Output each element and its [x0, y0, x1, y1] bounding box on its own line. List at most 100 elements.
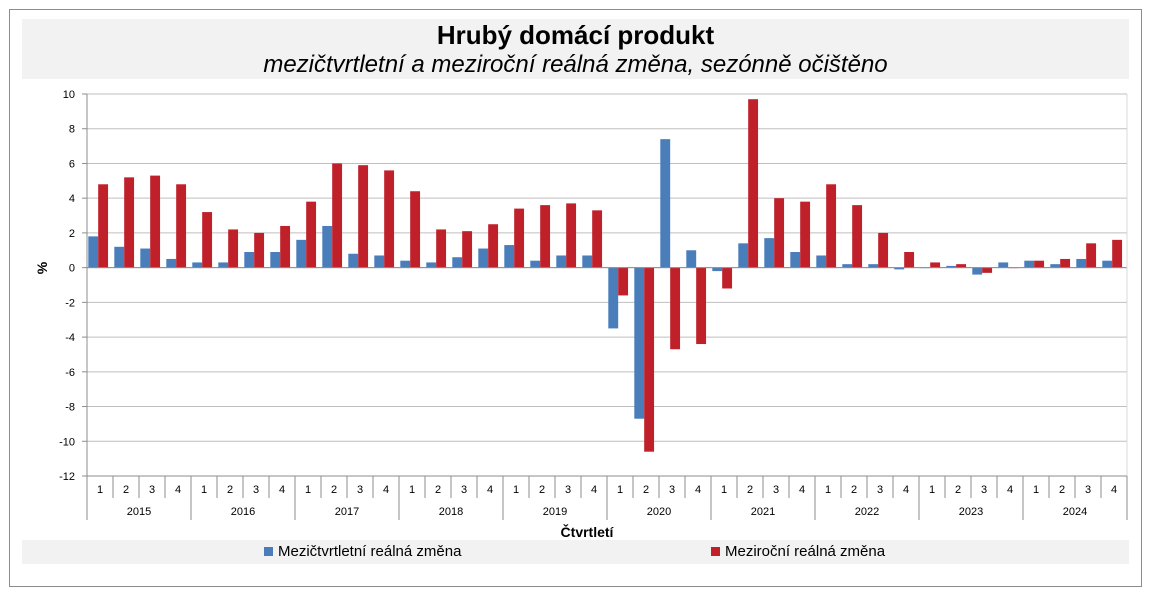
quarter-label: 2 — [851, 484, 857, 496]
bar-qoq — [946, 265, 957, 268]
quarter-label: 4 — [799, 484, 805, 496]
chart-subtitle: mezičtvrtletní a meziroční reálná změna,… — [263, 51, 888, 78]
bar-qoq — [608, 267, 619, 329]
y-tick-label: -8 — [65, 402, 75, 414]
year-label: 2015 — [127, 506, 151, 518]
bar-qoq — [322, 225, 333, 268]
bar-yoy — [826, 184, 837, 268]
bar-qoq — [192, 262, 203, 268]
bar-qoq — [348, 253, 359, 268]
bar-qoq — [400, 260, 411, 268]
bar-yoy — [592, 210, 603, 268]
quarter-label: 1 — [409, 484, 415, 496]
year-label: 2023 — [959, 506, 983, 518]
legend-item-yoy: Meziroční reálná změna — [711, 543, 885, 560]
bar-qoq — [634, 267, 645, 419]
bar-yoy — [332, 163, 343, 268]
bar-qoq — [972, 267, 983, 275]
bar-qoq — [374, 255, 385, 268]
quarter-label: 2 — [435, 484, 441, 496]
bar-yoy — [1086, 243, 1097, 268]
bar-yoy — [410, 191, 421, 268]
quarter-label: 4 — [487, 484, 493, 496]
quarter-label: 2 — [955, 484, 961, 496]
year-label: 2019 — [543, 506, 567, 518]
quarter-label: 3 — [565, 484, 571, 496]
quarter-label: 2 — [643, 484, 649, 496]
quarter-label: 2 — [1059, 484, 1065, 496]
bar-qoq — [686, 250, 697, 268]
bar-yoy — [176, 184, 187, 268]
chart-frame — [9, 9, 1142, 587]
bar-yoy — [722, 267, 733, 289]
bar-yoy — [696, 267, 707, 345]
bar-qoq — [1076, 258, 1087, 268]
quarter-label: 3 — [1085, 484, 1091, 496]
bar-qoq — [88, 236, 99, 268]
quarter-label: 1 — [1033, 484, 1039, 496]
quarter-label: 3 — [461, 484, 467, 496]
bar-yoy — [566, 203, 577, 268]
bar-qoq — [478, 248, 489, 268]
quarter-label: 4 — [591, 484, 597, 496]
y-axis-label: % — [34, 261, 50, 274]
legend-label-qoq: Mezičtvrtletní reálná změna — [278, 543, 462, 560]
quarter-label: 4 — [1111, 484, 1117, 496]
quarter-label: 3 — [357, 484, 363, 496]
y-tick-labels: 10 8 6 4 2 0 -2 -4 -6 -8 -10 -12 — [59, 89, 75, 483]
bar-qoq — [114, 246, 125, 268]
quarter-label: 1 — [617, 484, 623, 496]
quarter-label: 2 — [227, 484, 233, 496]
bar-yoy — [930, 262, 941, 268]
quarter-label: 2 — [747, 484, 753, 496]
chart-title: Hrubý domácí produkt — [436, 20, 715, 50]
bar-yoy — [280, 225, 291, 268]
quarter-label: 1 — [201, 484, 207, 496]
x-axis-label: Čtvrtletí — [561, 523, 615, 540]
bar-yoy — [254, 232, 265, 268]
bar-qoq — [530, 260, 541, 268]
bar-yoy — [748, 99, 759, 268]
bar-qoq — [504, 245, 515, 268]
quarter-label: 3 — [773, 484, 779, 496]
gridlines — [87, 93, 1127, 477]
quarter-label: 1 — [929, 484, 935, 496]
bar-qoq — [452, 257, 463, 268]
bar-yoy — [488, 224, 499, 268]
bar-yoy — [384, 170, 395, 268]
bar-yoy — [774, 198, 785, 268]
y-tick-label: 2 — [69, 228, 75, 240]
legend-swatch-yoy — [711, 547, 720, 556]
year-label: 2016 — [231, 506, 255, 518]
quarter-label: 3 — [877, 484, 883, 496]
y-tick-label: 0 — [69, 263, 75, 275]
bar-yoy — [358, 165, 369, 268]
legend-label-yoy: Meziroční reálná změna — [725, 543, 886, 560]
bar-yoy — [1112, 239, 1123, 268]
y-tick-label: 4 — [69, 193, 75, 205]
year-label: 2021 — [751, 506, 775, 518]
bar-yoy — [436, 229, 447, 268]
bar-yoy — [124, 177, 135, 268]
bar-yoy — [228, 229, 239, 268]
bar-qoq — [790, 252, 801, 268]
bar-qoq — [894, 267, 905, 270]
y-tick-label: 6 — [69, 158, 75, 170]
year-label: 2018 — [439, 506, 463, 518]
bar-yoy — [670, 267, 681, 350]
bar-qoq — [1050, 264, 1061, 268]
y-tick-label: 10 — [63, 89, 75, 101]
title-band — [22, 19, 1129, 79]
bar-yoy — [202, 212, 213, 268]
quarter-label: 4 — [383, 484, 389, 496]
bar-yoy — [800, 201, 811, 268]
bar-yoy — [514, 208, 525, 268]
bar-yoy — [644, 267, 655, 452]
bar-yoy — [540, 205, 551, 268]
y-tick-label: -10 — [59, 436, 75, 448]
y-tick-label: -12 — [59, 471, 75, 483]
bar-yoy — [98, 184, 109, 268]
bar-yoy — [150, 175, 161, 268]
bar-yoy — [878, 232, 889, 268]
